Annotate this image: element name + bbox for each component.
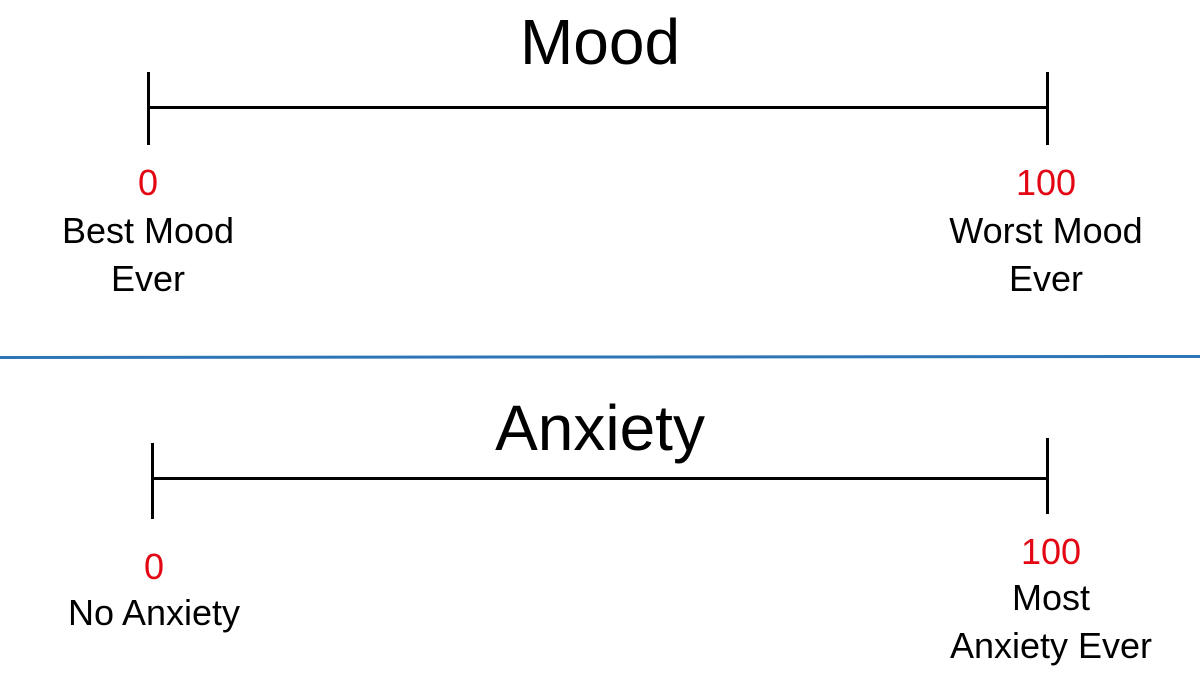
anxiety-scale-line (151, 477, 1049, 480)
mood-min-label: Best Mood Ever (61, 210, 235, 299)
anxiety-scale-min-tick (151, 443, 154, 519)
anxiety-max-label: Most Anxiety Ever (949, 577, 1153, 666)
anxiety-max-value: 100 (1020, 531, 1082, 572)
mood-scale-line (147, 106, 1049, 109)
anxiety-scale-max-tick (1046, 438, 1049, 514)
mood-scale-max-tick (1046, 72, 1049, 145)
mood-max-value: 100 (1015, 162, 1077, 203)
anxiety-min-value: 0 (143, 546, 165, 587)
mood-max-label: Worst Mood Ever (949, 210, 1143, 299)
anxiety-min-label: No Anxiety (67, 592, 241, 633)
mood-title: Mood (519, 6, 681, 78)
section-divider (0, 354, 1200, 359)
anxiety-title: Anxiety (495, 392, 705, 464)
mood-min-value: 0 (137, 162, 159, 203)
